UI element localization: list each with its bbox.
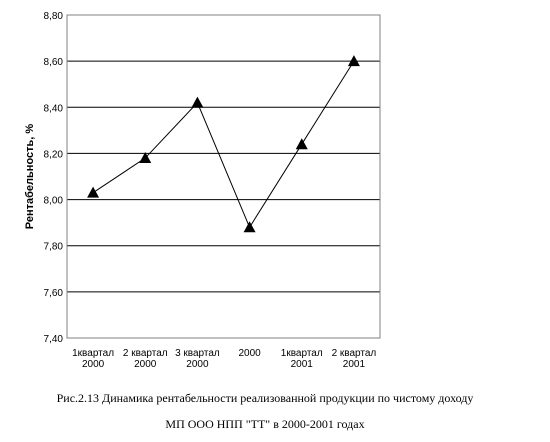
y-tick-label: 8,80 xyxy=(44,11,64,22)
x-tick-label: 3 квартал 2000 xyxy=(175,348,220,370)
figure-caption-line-2: МП ООО НПП "ТТ" в 2000-2001 годах xyxy=(165,417,365,431)
x-tick-label: 2000 xyxy=(238,348,261,359)
x-tick-labels: 1квартал 2000 2 квартал 2000 3 квартал 2000 20… xyxy=(72,348,376,370)
y-tick-label: 8,20 xyxy=(44,149,64,160)
data-point-marker xyxy=(243,221,256,233)
y-tick-label: 8,40 xyxy=(44,103,64,114)
series-line-layer xyxy=(92,60,355,229)
y-tick-label: 7,40 xyxy=(44,334,64,345)
gridlines xyxy=(67,60,380,293)
data-point-marker xyxy=(139,152,152,164)
x-tick-label: 1квартал 2000 xyxy=(72,348,114,370)
x-tick-label: 2 квартал 2000 xyxy=(123,348,168,370)
data-point-marker xyxy=(191,96,204,108)
y-tick-label: 7,60 xyxy=(44,288,64,299)
y-tick-label: 8,00 xyxy=(44,196,64,207)
y-tick-labels: 7,40 7,60 7,80 8,00 8,20 8,40 8,60 8,80 xyxy=(44,11,64,345)
y-axis-title: Рентабельность, % xyxy=(24,124,36,230)
x-tick-label: 2 квартал 2001 xyxy=(332,348,377,370)
data-point-marker xyxy=(87,186,100,198)
y-tick-label: 8,60 xyxy=(44,57,64,68)
data-point-marker xyxy=(295,138,308,150)
x-tick-label: 1квартал 2001 xyxy=(281,348,323,370)
data-markers xyxy=(87,55,360,233)
plot-area-border xyxy=(66,14,381,339)
data-point-marker xyxy=(347,55,360,67)
y-tick-label: 7,80 xyxy=(44,242,64,253)
figure-caption-line-1: Рис.2.13 Динамика рентабельности реализо… xyxy=(56,391,474,405)
series-line xyxy=(92,60,355,229)
